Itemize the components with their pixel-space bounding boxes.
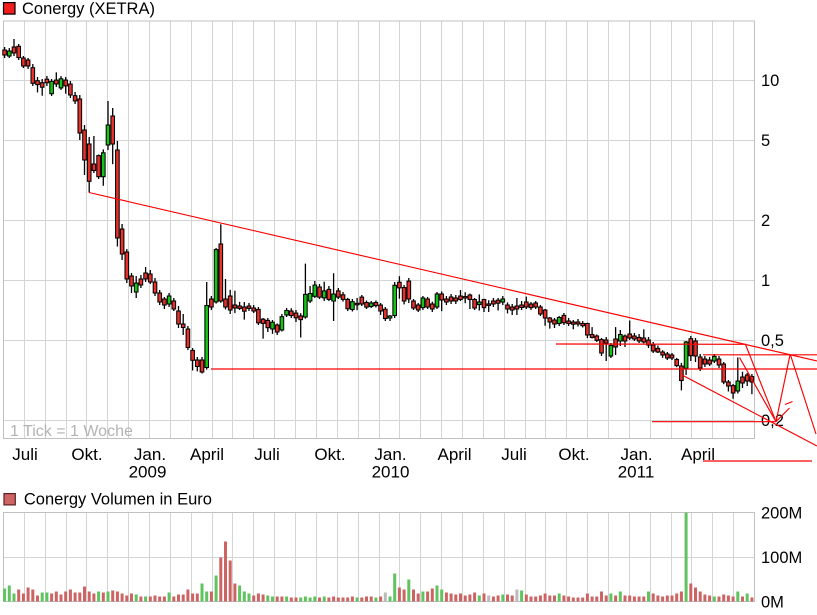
svg-text:2010: 2010 [372,463,410,482]
svg-text:Juli: Juli [501,445,527,464]
svg-text:Juli: Juli [12,445,38,464]
svg-text:0M: 0M [761,594,784,612]
svg-text:5: 5 [761,132,770,150]
svg-text:Conergy (XETRA): Conergy (XETRA) [22,0,155,18]
svg-text:0,5: 0,5 [761,332,784,350]
svg-text:Juli: Juli [254,445,280,464]
svg-text:April: April [681,445,715,464]
svg-text:Jan.: Jan. [374,445,406,464]
svg-text:1 Tick = 1 Woche: 1 Tick = 1 Woche [10,423,133,440]
svg-text:10: 10 [761,72,779,90]
svg-text:1: 1 [761,272,770,290]
svg-text:Okt.: Okt. [71,445,102,464]
svg-text:2: 2 [761,212,770,230]
svg-text:100M: 100M [761,549,802,567]
svg-text:April: April [437,445,471,464]
svg-text:Okt.: Okt. [558,445,589,464]
svg-text:April: April [190,445,224,464]
svg-text:Conergy Volumen in Euro: Conergy Volumen in Euro [24,491,212,509]
svg-text:Jan.: Jan. [621,445,653,464]
svg-text:Okt.: Okt. [314,445,345,464]
svg-text:2009: 2009 [129,463,167,482]
svg-text:Jan.: Jan. [134,445,166,464]
svg-text:2011: 2011 [618,463,655,482]
svg-text:200M: 200M [761,505,802,523]
